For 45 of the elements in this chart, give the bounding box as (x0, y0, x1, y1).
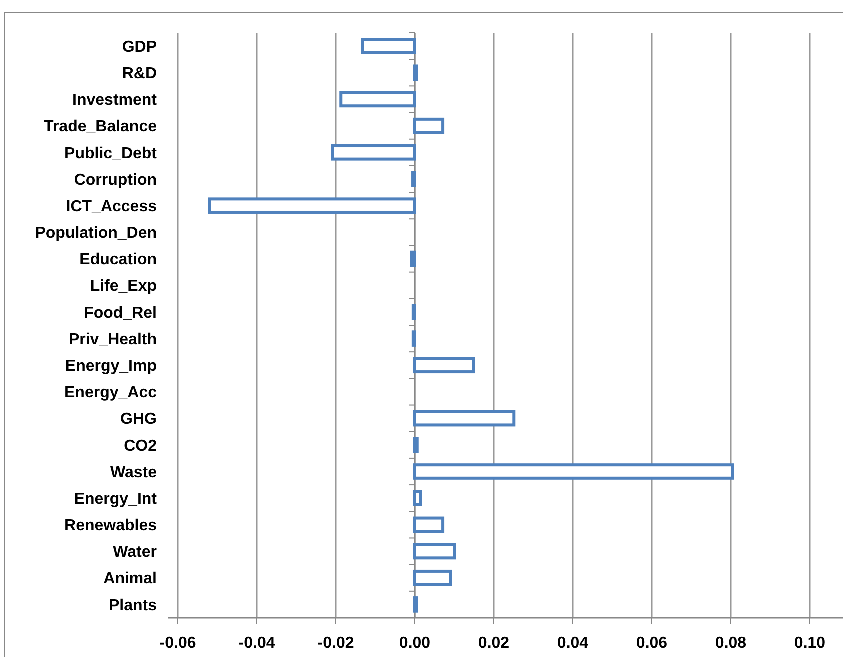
y-tick-label: Energy_Imp (65, 358, 158, 375)
bar (414, 357, 476, 374)
y-tick-label: GDP (122, 38, 158, 56)
x-tick-label: 0.02 (478, 635, 510, 652)
bar (361, 38, 416, 54)
bar (414, 118, 445, 134)
y-tick-label: Water (113, 544, 157, 562)
y-tick-label: Renewables (64, 518, 158, 535)
x-tick-label: 0.04 (557, 635, 589, 652)
x-tick-label: 0.00 (399, 635, 431, 652)
x-tick-label: 0.06 (636, 635, 668, 652)
y-tick-label: Investment (72, 92, 158, 110)
x-tick-label: 0.08 (715, 635, 747, 652)
y-tick-label: Priv_Health (68, 331, 157, 348)
bar (208, 198, 416, 214)
y-tick-label: Life_Exp (90, 278, 158, 296)
y-tick-label: Animal (104, 570, 157, 588)
bar (340, 91, 416, 108)
bar (410, 250, 416, 268)
y-tick-label: Trade_Balance (44, 118, 158, 136)
bar (414, 570, 452, 586)
bar (414, 410, 516, 427)
x-tick-label: 0.10 (794, 635, 826, 652)
y-tick-label: Public_Debt (64, 145, 158, 162)
y-tick-label: Education (80, 252, 157, 269)
y-tick-label: R&D (122, 65, 157, 82)
y-tick-label: Energy_Int (74, 490, 158, 508)
bar (414, 543, 456, 560)
y-tick-label: ICT_Access (66, 198, 158, 216)
y-tick-label: Population_Den (35, 225, 157, 242)
y-tick-label: GHG (120, 411, 157, 428)
y-tick-label: Food_Rel (84, 304, 157, 322)
bar (414, 516, 445, 534)
y-tick-label: Corruption (74, 172, 157, 189)
x-tick-label: -0.06 (160, 635, 196, 652)
y-tick-label: CO2 (124, 438, 158, 455)
y-tick-label: Energy_Acc (64, 384, 158, 402)
bar (414, 437, 419, 454)
x-tick-label: -0.04 (238, 635, 276, 652)
y-tick-label: Plants (108, 597, 158, 614)
y-tick-label: Waste (110, 464, 158, 482)
bar (331, 144, 416, 161)
bar (414, 490, 422, 506)
x-tick-label: -0.02 (318, 635, 354, 652)
bar (414, 464, 734, 480)
